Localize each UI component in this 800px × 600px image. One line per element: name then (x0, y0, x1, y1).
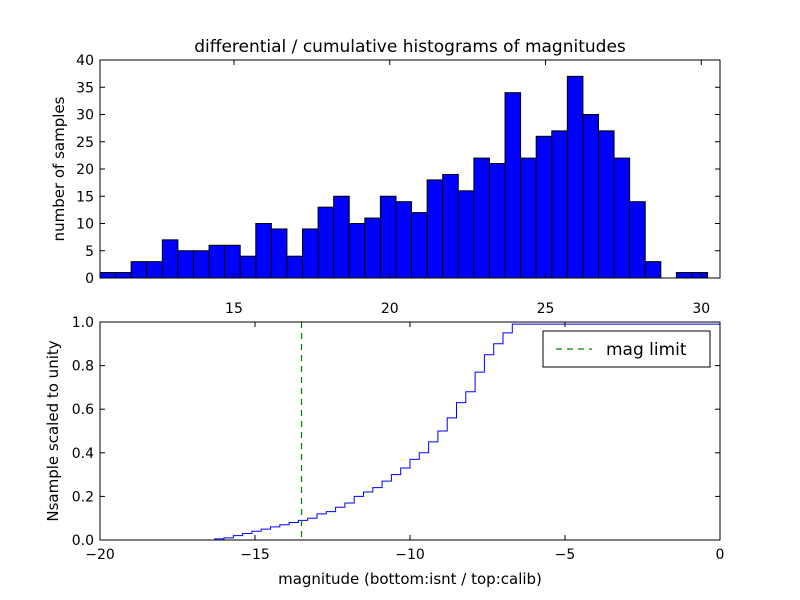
y-tick-label: 1.0 (72, 315, 94, 331)
x-tick-label: 20 (381, 301, 399, 317)
histogram-bar (115, 272, 132, 279)
histogram-bar (411, 212, 428, 279)
histogram-bar (551, 130, 568, 279)
histogram-bar (239, 255, 257, 279)
histogram-bar (520, 157, 537, 279)
x-tick-label: −10 (395, 547, 425, 563)
x-tick-label: −5 (555, 547, 576, 563)
cumulative-step-line (100, 322, 721, 541)
y-tick-label: 0.4 (72, 446, 94, 462)
histogram-bar (379, 195, 397, 279)
histogram-bar (675, 272, 693, 279)
histogram-bar (691, 272, 709, 279)
x-tick-label: 15 (225, 301, 243, 317)
x-tick-label: 0 (716, 547, 725, 563)
histogram-bar (488, 163, 506, 279)
histogram-bar (582, 114, 599, 279)
x-tick-label: 25 (537, 301, 555, 317)
y-tick-label: 5 (85, 244, 94, 260)
bottom-axis-ticks: 0.0 0.2 0.4 0.6 0.8 1.0 −20 −15 −10 −5 0 (72, 315, 725, 563)
histogram-bar (130, 261, 148, 279)
y-tick-label: 35 (76, 80, 94, 96)
y-tick-label: 30 (76, 108, 94, 124)
histogram-bar (192, 250, 210, 279)
chart-title: differential / cumulative histograms of … (194, 37, 626, 57)
histogram-bar (395, 201, 413, 279)
y-tick-label: 0.8 (72, 359, 94, 375)
histogram-bar (426, 179, 444, 279)
bottom-y-axis-label: Nsample scaled to unity (44, 340, 62, 521)
top-axis-ticks: 0 5 10 15 20 25 30 35 40 15 20 25 30 (76, 53, 720, 317)
top-histogram-bars (99, 75, 709, 279)
y-tick-label: 0 (85, 271, 94, 287)
histogram-bar (364, 217, 381, 279)
histogram-bar (317, 206, 335, 279)
y-tick-label: 20 (76, 162, 94, 178)
histogram-bar (224, 244, 241, 279)
histogram-bar (629, 201, 646, 279)
histogram-bar (457, 190, 475, 279)
histogram-bar (613, 157, 631, 279)
top-y-axis-label: number of samples (50, 96, 68, 241)
histogram-bar (99, 272, 117, 279)
y-tick-label: 0.2 (72, 489, 94, 505)
histogram-bar (333, 195, 350, 279)
y-tick-label: 40 (76, 53, 94, 69)
x-tick-label: −20 (85, 547, 115, 563)
histogram-bar (270, 228, 288, 279)
legend: mag limit (542, 330, 711, 368)
histogram-bar (566, 75, 584, 279)
y-tick-label: 25 (76, 135, 94, 151)
histogram-bar (302, 228, 319, 279)
histogram-bar (208, 244, 226, 279)
histogram-bar (177, 250, 194, 279)
histogram-bar (348, 223, 366, 279)
legend-label: mag limit (606, 340, 687, 360)
bottom-x-axis-label: magnitude (bottom:isnt / top:calib) (278, 570, 542, 588)
histogram-bar (535, 135, 553, 279)
histogram-bar (442, 173, 459, 279)
histogram-bar (286, 255, 304, 279)
histogram-bar (504, 92, 522, 279)
y-tick-label: 0.0 (72, 533, 94, 549)
histogram-bar (597, 130, 615, 279)
y-tick-label: 15 (76, 189, 94, 205)
histogram-bar (473, 157, 490, 279)
histogram-bar (255, 223, 272, 279)
y-tick-label: 10 (76, 217, 94, 233)
y-tick-label: 0.6 (72, 402, 94, 418)
x-tick-label: 30 (692, 301, 710, 317)
x-tick-label: −15 (240, 547, 270, 563)
histogram-bar (146, 261, 163, 279)
histogram-bar (644, 261, 662, 279)
bottom-plot-lines (100, 322, 721, 541)
histogram-bar (161, 239, 179, 279)
